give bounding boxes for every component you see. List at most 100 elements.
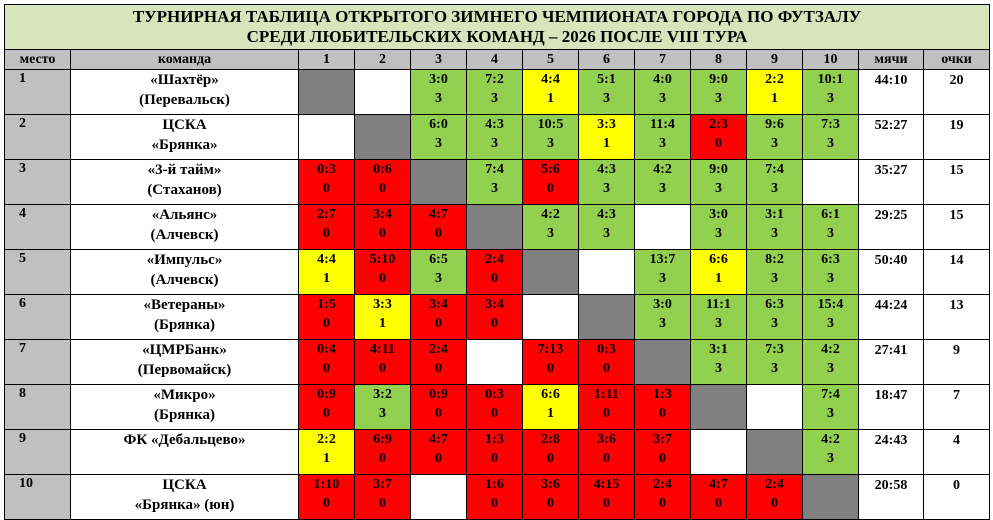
title-line-2: СРЕДИ ЛЮБИТЕЛЬСКИХ КОМАНД – 2026 ПОСЛЕ V… — [246, 27, 748, 46]
match-cell-loss: 2:4 0 — [634, 474, 691, 520]
match-points: 3 — [435, 271, 442, 286]
match-cell-self — [354, 114, 411, 160]
match-cell-win: 3:0 3 — [410, 69, 467, 115]
match-cell-none — [410, 474, 467, 520]
match-cell-draw: 2:2 1 — [746, 69, 803, 115]
match-score: 9:0 — [709, 72, 728, 87]
match-cell-loss: 3:4 0 — [410, 294, 467, 340]
header-opponent-6: 6 — [578, 49, 635, 70]
match-score: 0:9 — [429, 387, 448, 402]
match-points: 0 — [435, 361, 442, 376]
match-cell-loss: 3:6 0 — [578, 429, 635, 475]
row-place: 3 — [4, 159, 71, 205]
match-points: 0 — [603, 496, 610, 511]
match-cell-loss: 3:7 0 — [634, 429, 691, 475]
match-points: 3 — [827, 226, 834, 241]
team-name-line-1: «Шахтёр» — [150, 72, 219, 88]
match-points: 1 — [715, 271, 722, 286]
match-points: 0 — [435, 451, 442, 466]
match-points: 0 — [715, 496, 722, 511]
match-points: 3 — [659, 136, 666, 151]
row-place: 9 — [4, 429, 71, 475]
match-cell-draw: 3:3 1 — [578, 114, 635, 160]
match-cell-loss: 0:3 0 — [298, 159, 355, 205]
standings-table: ТУРНИРНАЯ ТАБЛИЦА ОТКРЫТОГО ЗИМНЕГО ЧЕМП… — [3, 4, 991, 520]
match-cell-none — [746, 384, 803, 430]
match-cell-loss: 0:3 0 — [466, 384, 523, 430]
team-name-line-2: (Брянка) — [154, 407, 215, 423]
match-score: 3:0 — [429, 72, 448, 87]
match-score: 6:6 — [541, 387, 560, 402]
match-points: 0 — [603, 406, 610, 421]
match-cell-none — [466, 339, 523, 385]
match-score: 3:1 — [765, 207, 784, 222]
match-points: 0 — [323, 181, 330, 196]
match-points: 0 — [603, 361, 610, 376]
match-score: 3:3 — [597, 117, 616, 132]
row-points-total: 4 — [922, 429, 991, 475]
match-cell-win: 10:5 3 — [522, 114, 579, 160]
match-score: 0:3 — [317, 162, 336, 177]
match-score: 2:2 — [317, 432, 336, 447]
match-cell-loss: 0:9 0 — [410, 384, 467, 430]
match-points: 0 — [435, 406, 442, 421]
match-cell-loss: 0:9 0 — [298, 384, 355, 430]
match-cell-self — [746, 429, 803, 475]
row-team: «3-й тайм» (Стаханов) — [70, 159, 299, 205]
team-name-line-2: (Первомайск) — [137, 362, 232, 378]
row-place: 1 — [4, 69, 71, 115]
match-cell-win: 3:1 3 — [746, 204, 803, 250]
match-points: 3 — [771, 226, 778, 241]
match-cell-none — [690, 429, 747, 475]
match-points: 3 — [435, 91, 442, 106]
match-score: 7:4 — [821, 387, 840, 402]
match-points: 3 — [659, 316, 666, 331]
match-cell-win: 7:4 3 — [746, 159, 803, 205]
header-opponent-1: 1 — [298, 49, 355, 70]
match-points: 1 — [323, 271, 330, 286]
row-points-total: 20 — [922, 69, 991, 115]
match-cell-loss: 1:10 0 — [298, 474, 355, 520]
match-points: 3 — [715, 91, 722, 106]
team-name-line-2: (Перевальск) — [139, 92, 230, 108]
match-points: 3 — [827, 361, 834, 376]
match-score: 3:1 — [709, 342, 728, 357]
match-score: 4:2 — [653, 162, 672, 177]
match-cell-win: 7:4 3 — [802, 384, 859, 430]
match-score: 2:8 — [541, 432, 560, 447]
match-score: 2:3 — [709, 117, 728, 132]
match-points: 3 — [771, 271, 778, 286]
team-name-line-2: (Алчевск) — [150, 227, 219, 243]
match-points: 0 — [379, 496, 386, 511]
team-name-line-1: «ЦМРБанк» — [142, 342, 227, 358]
match-points: 3 — [827, 451, 834, 466]
match-cell-self — [522, 249, 579, 295]
row-points-total: 15 — [922, 159, 991, 205]
match-score: 3:4 — [485, 297, 504, 312]
header-points: очки — [922, 49, 991, 70]
standings-document: ТУРНИРНАЯ ТАБЛИЦА ОТКРЫТОГО ЗИМНЕГО ЧЕМП… — [3, 4, 991, 520]
match-cell-self — [578, 294, 635, 340]
match-points: 3 — [491, 91, 498, 106]
match-score: 2:7 — [317, 207, 336, 222]
match-score: 4:11 — [370, 342, 395, 357]
match-score: 5:6 — [541, 162, 560, 177]
match-score: 7:13 — [537, 342, 564, 357]
match-points: 3 — [603, 91, 610, 106]
match-points: 3 — [547, 226, 554, 241]
match-score: 1:6 — [485, 477, 504, 492]
match-score: 1:3 — [653, 387, 672, 402]
match-points: 3 — [771, 316, 778, 331]
match-points: 0 — [491, 271, 498, 286]
match-score: 4:4 — [317, 252, 336, 267]
match-score: 4:3 — [485, 117, 504, 132]
match-score: 11:4 — [650, 117, 675, 132]
match-cell-loss: 6:9 0 — [354, 429, 411, 475]
match-points: 3 — [603, 226, 610, 241]
team-name-line-1: ЦСКА — [162, 477, 207, 493]
row-place: 8 — [4, 384, 71, 430]
match-points: 3 — [715, 316, 722, 331]
match-points: 3 — [771, 361, 778, 376]
row-team: «Импульс» (Алчевск) — [70, 249, 299, 295]
match-points: 0 — [659, 406, 666, 421]
